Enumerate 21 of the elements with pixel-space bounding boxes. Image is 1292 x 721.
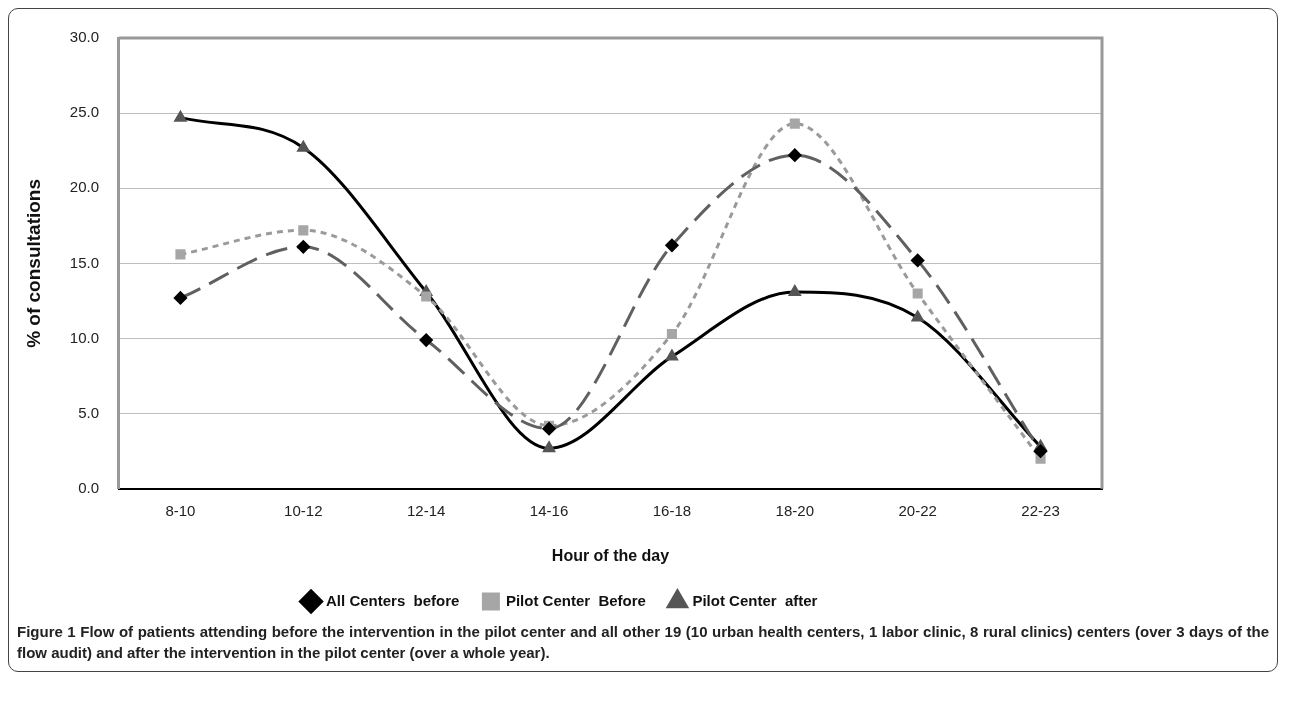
legend-label: Pilot Center Before xyxy=(505,591,646,609)
x-tick-label: 16-18 xyxy=(652,501,692,519)
y-tick-label: 20.0 xyxy=(69,178,99,196)
y-tick-label: 15.0 xyxy=(69,253,99,271)
y-tick-label: 30.0 xyxy=(69,28,99,46)
y-tick-label: 10.0 xyxy=(69,328,99,346)
x-tick-label: 8-10 xyxy=(165,501,196,519)
x-tick-label: 18-20 xyxy=(775,501,814,519)
x-tick-label: 14-16 xyxy=(529,501,569,519)
legend-label: All Centers before xyxy=(326,591,460,609)
y-tick-label: 25.0 xyxy=(69,103,99,121)
x-tick-label: 10-12 xyxy=(284,501,323,519)
y-tick-label: 0.0 xyxy=(78,478,99,496)
caption: Figure 1 Flow of patients attending before the intervention in the pilot center and all other 19 (10 urban health centers, 1 labor clinic, 8 rural clinics) centers (over 3 days of the flow audit) and after the intervention in the pilot center (over a whole year). xyxy=(16,622,1270,663)
x-tick-label: 12-14 xyxy=(407,501,446,519)
y-tick-label: 5.0 xyxy=(78,403,99,421)
legend-label: Pilot Center after xyxy=(692,591,818,609)
x-axis-title: Hour of the day xyxy=(551,546,670,564)
x-tick-label: 20-22 xyxy=(898,501,937,519)
y-axis-title: % of consultations xyxy=(22,178,44,348)
x-tick-label: 22-23 xyxy=(1021,501,1060,519)
